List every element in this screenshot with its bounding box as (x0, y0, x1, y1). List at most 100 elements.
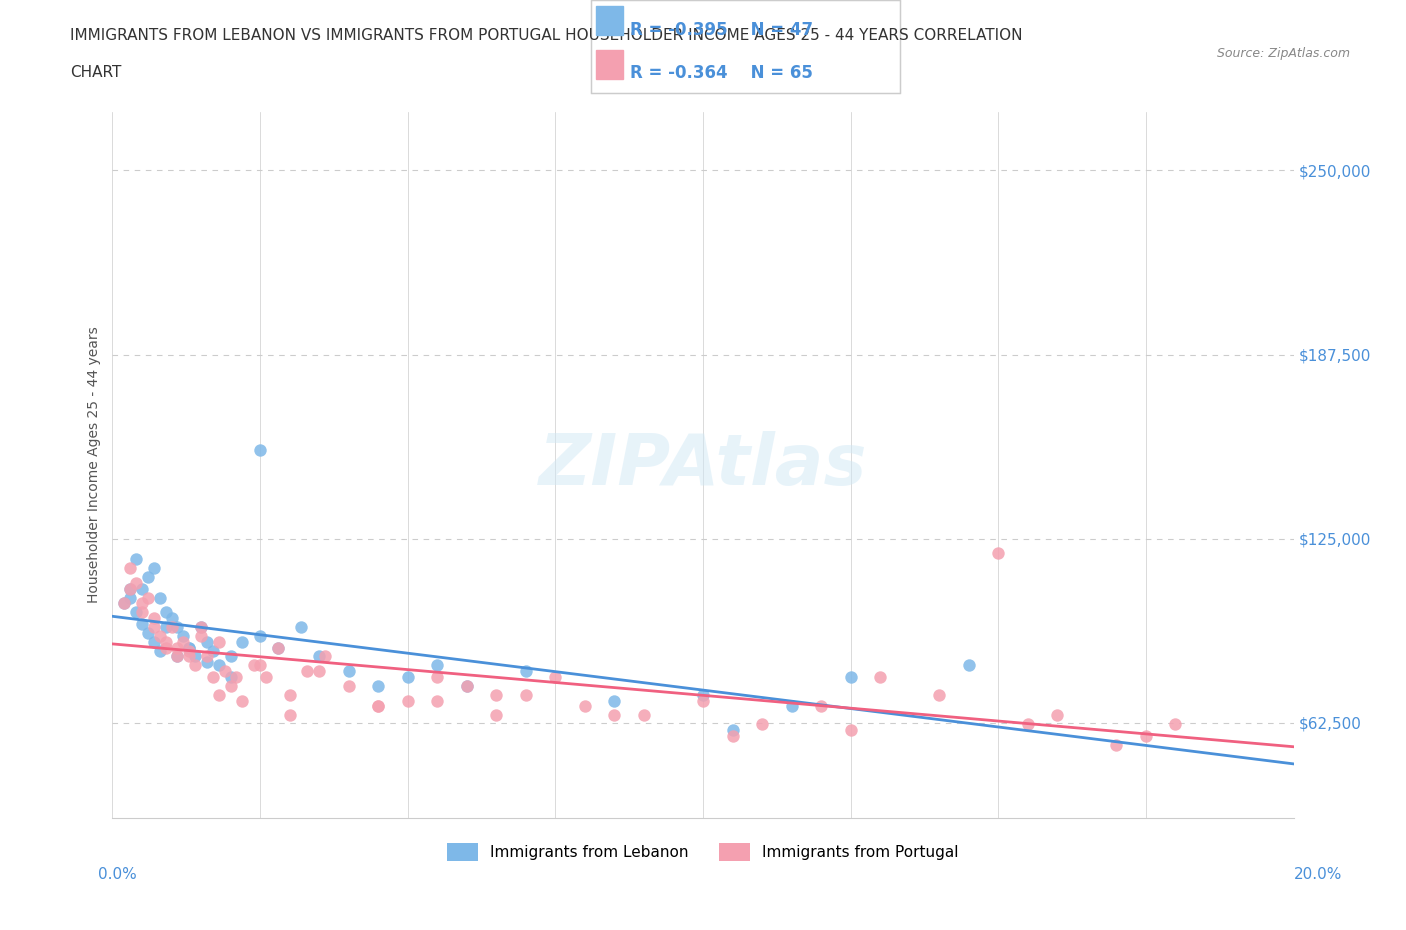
Point (308, 649, 330, 664)
Text: 20.0%: 20.0% (1295, 867, 1343, 882)
Point (515, 664, 537, 679)
Point (869, 670, 891, 684)
Point (120, 581, 142, 596)
Point (1017, 717, 1039, 732)
Point (179, 644, 201, 658)
Point (166, 640, 188, 655)
Point (195, 655, 218, 670)
Point (136, 590, 159, 604)
Point (249, 658, 271, 672)
Point (142, 619, 165, 634)
Point (155, 634, 177, 649)
Point (125, 551, 148, 566)
Point (603, 693, 626, 708)
Text: R = -0.364    N = 65: R = -0.364 N = 65 (630, 63, 813, 82)
Point (195, 649, 218, 664)
Point (142, 561, 165, 576)
Text: Source: ZipAtlas.com: Source: ZipAtlas.com (1216, 46, 1350, 60)
Point (208, 658, 231, 672)
Point (456, 679, 478, 694)
Point (155, 640, 177, 655)
Text: 0.0%: 0.0% (98, 867, 138, 882)
Point (1164, 717, 1187, 732)
Point (208, 634, 231, 649)
Point (136, 569, 159, 584)
Point (112, 596, 135, 611)
Point (149, 629, 172, 644)
Point (456, 679, 478, 694)
Point (184, 649, 207, 664)
Point (928, 687, 950, 702)
Point (278, 687, 301, 702)
Point (810, 699, 832, 714)
Text: IMMIGRANTS FROM LEBANON VS IMMIGRANTS FROM PORTUGAL HOUSEHOLDER INCOME AGES 25 -: IMMIGRANTS FROM LEBANON VS IMMIGRANTS FR… (70, 28, 1022, 43)
Point (231, 693, 253, 708)
Text: ZIPAtlas: ZIPAtlas (538, 431, 868, 499)
Point (201, 644, 224, 658)
Point (367, 699, 389, 714)
Point (278, 708, 301, 723)
Point (544, 670, 567, 684)
Text: CHART: CHART (70, 65, 122, 80)
Point (131, 581, 153, 596)
Point (337, 679, 360, 694)
Point (225, 670, 247, 684)
Point (267, 640, 290, 655)
Legend: Immigrants from Lebanon, Immigrants from Portugal: Immigrants from Lebanon, Immigrants from… (441, 836, 965, 868)
Point (131, 617, 153, 631)
Point (254, 670, 277, 684)
Point (249, 443, 271, 458)
Point (179, 640, 201, 655)
Point (120, 561, 142, 576)
Point (751, 717, 773, 732)
Point (839, 670, 862, 684)
Y-axis label: Householder Income Ages 25 - 44 years: Householder Income Ages 25 - 44 years (87, 326, 101, 604)
Point (179, 640, 201, 655)
Point (290, 619, 312, 634)
Point (160, 611, 183, 626)
Text: R = -0.395    N = 47: R = -0.395 N = 47 (630, 20, 813, 39)
Point (172, 634, 194, 649)
Point (125, 604, 148, 619)
Point (214, 664, 236, 679)
Point (396, 670, 419, 684)
Point (112, 596, 135, 611)
Point (396, 693, 419, 708)
Point (190, 619, 212, 634)
Point (166, 649, 188, 664)
Point (337, 664, 360, 679)
Point (839, 723, 862, 737)
Point (219, 670, 242, 684)
Point (1135, 728, 1157, 743)
Point (485, 687, 508, 702)
Point (721, 723, 744, 737)
Point (160, 619, 183, 634)
Point (692, 687, 714, 702)
Point (120, 581, 142, 596)
Point (120, 590, 142, 604)
Point (155, 619, 177, 634)
Point (231, 634, 253, 649)
Point (633, 708, 655, 723)
Point (184, 658, 207, 672)
Point (957, 658, 980, 672)
Point (142, 611, 165, 626)
Point (243, 658, 266, 672)
Point (166, 619, 188, 634)
Point (1046, 708, 1069, 723)
Point (267, 640, 290, 655)
Point (308, 664, 330, 679)
Point (190, 629, 212, 644)
Point (515, 687, 537, 702)
Point (136, 625, 159, 640)
Point (131, 604, 153, 619)
Point (172, 629, 194, 644)
Point (426, 658, 449, 672)
Point (195, 634, 218, 649)
Point (1105, 737, 1128, 752)
Point (155, 604, 177, 619)
Point (426, 670, 449, 684)
Point (149, 590, 172, 604)
Point (485, 708, 508, 723)
Point (125, 576, 148, 591)
